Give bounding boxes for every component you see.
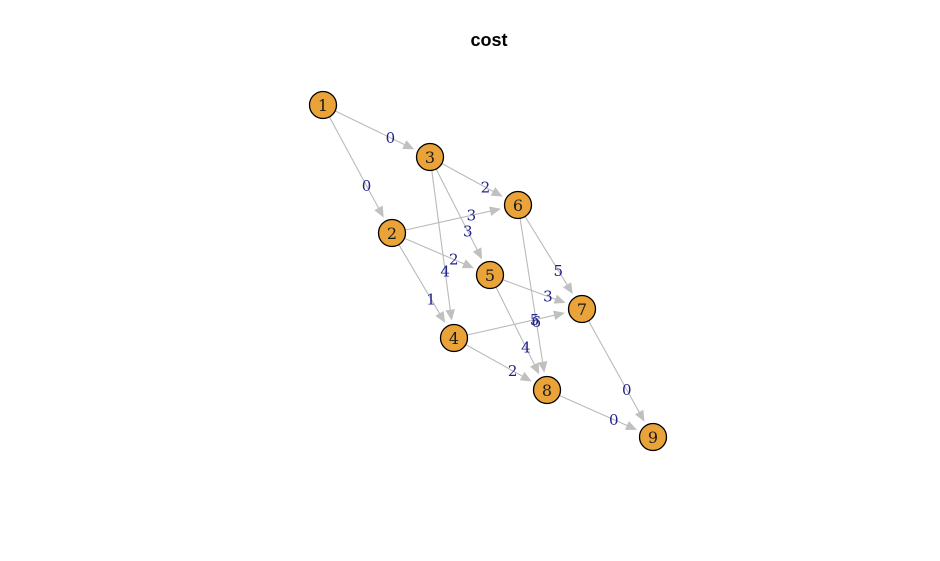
node-label: 6 [513,196,523,215]
graph-node-3: 3 [415,142,445,172]
edge-5-8 [489,274,540,375]
edge-line [322,104,380,210]
arrowhead-icon [537,361,548,373]
graph-node-6: 6 [503,190,533,220]
node-label: 5 [485,266,495,285]
edge-line [429,156,451,311]
node-circle [377,218,407,248]
edge-8-9 [546,389,638,430]
node-label: 9 [648,428,658,447]
edge-2-4 [391,232,446,323]
graph-node-8: 8 [532,375,562,405]
arrowhead-icon [402,140,415,150]
node-circle [567,294,597,324]
edge-layer [322,104,645,430]
edge-2-6 [391,206,501,234]
arrowhead-icon [562,282,573,295]
node-circle [415,142,445,172]
edge-weight-label-5-7: 3 [543,288,553,306]
edge-line [429,156,479,251]
edge-3-4 [429,156,456,321]
edge-line [453,314,556,339]
arrowhead-icon [553,294,566,304]
edge-weight-label-4-7: 5 [530,311,540,329]
arrowhead-icon [374,205,384,218]
node-label: 2 [387,224,397,243]
edge-weight-label-2-6: 3 [467,207,477,225]
arrowhead-icon [634,409,645,422]
edge-weight-label-1-2: 0 [362,177,372,195]
edge-line [517,204,569,286]
node-label: 1 [318,96,328,115]
arrowhead-icon [530,362,540,375]
edge-line [322,104,406,146]
node-label: 8 [542,381,552,400]
node-label: 7 [577,300,587,319]
node-label: 4 [449,329,459,348]
arrowhead-icon [553,310,565,320]
edge-1-2 [322,104,384,218]
node-circle [532,375,562,405]
edge-3-5 [429,156,483,260]
edge-weight-label-3-4: 4 [440,262,450,280]
edge-weight-label-3-6: 2 [481,178,491,196]
node-circle [503,190,533,220]
graph-node-4: 4 [439,323,469,353]
edge-line [517,204,544,363]
edge-6-8 [517,204,548,373]
arrowhead-icon [445,309,456,321]
graph-node-9: 9 [638,422,668,452]
edge-4-7 [453,310,565,339]
plot-title: cost [470,30,507,50]
edge-weight-label-2-4: 1 [426,290,436,308]
arrowhead-icon [435,311,446,323]
edge-weight-label-1-3: 0 [386,129,396,147]
arrowhead-icon [490,187,503,197]
edge-weight-label-5-8: 4 [521,339,531,357]
arrowhead-icon [625,421,638,430]
edge-weight-label-3-5: 3 [463,223,473,241]
arrowhead-icon [489,206,501,216]
edge-weight-label-4-8: 2 [508,362,518,380]
node-circle [439,323,469,353]
node-circle [308,90,338,120]
edge-weight-label-8-9: 0 [609,411,619,429]
edge-weight-label-6-7: 5 [554,262,564,280]
arrowhead-icon [472,247,483,260]
node-circle [638,422,668,452]
graph-node-5: 5 [475,260,505,290]
graph-node-2: 2 [377,218,407,248]
edge-line [391,232,441,315]
edge-7-9 [581,308,645,422]
arrowhead-icon [461,259,474,269]
edge-line [391,210,492,234]
graph-node-1: 1 [308,90,338,120]
edge-weight-label-6-8: 6 [531,313,541,331]
graph-node-7: 7 [567,294,597,324]
edge-line [581,308,641,414]
edge-1-3 [322,104,415,150]
edge-weight-label-7-9: 0 [622,381,632,399]
edge-6-7 [517,204,573,295]
arrowhead-icon [519,371,532,382]
edge-weight-label-2-5: 2 [449,251,459,269]
node-circle [475,260,505,290]
edge-line [489,274,536,366]
edge-line [546,389,629,427]
node-label: 3 [425,148,435,167]
